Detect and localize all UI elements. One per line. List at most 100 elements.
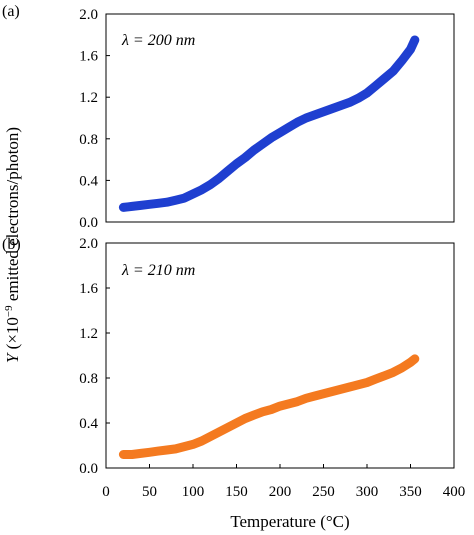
data-point bbox=[311, 111, 319, 119]
x-axis-title: Temperature (°C) bbox=[230, 512, 349, 531]
data-point bbox=[241, 154, 249, 161]
data-point bbox=[154, 447, 162, 455]
y-tick-label: 0.0 bbox=[79, 461, 98, 477]
data-point bbox=[224, 424, 232, 431]
data-point bbox=[398, 57, 406, 65]
data-point bbox=[137, 201, 145, 209]
data-point bbox=[146, 448, 153, 456]
data-point bbox=[198, 186, 206, 194]
panel-b-wavelength-annotation: λ = 210 nm bbox=[121, 262, 195, 279]
series-line bbox=[118, 35, 420, 212]
data-point bbox=[215, 428, 223, 436]
data-point bbox=[363, 379, 371, 386]
data-point bbox=[411, 355, 419, 363]
data-point bbox=[163, 446, 171, 454]
data-point bbox=[224, 167, 232, 175]
x-tick-label: 150 bbox=[225, 484, 248, 500]
data-point bbox=[320, 108, 327, 116]
data-point bbox=[276, 129, 284, 137]
data-point bbox=[411, 36, 419, 44]
data-point bbox=[128, 451, 136, 458]
data-point bbox=[337, 385, 345, 393]
data-point bbox=[302, 114, 310, 122]
panel-a-y-axis: 0.0 0.4 0.8 1.2 1.6 2.0 bbox=[79, 7, 110, 231]
data-point bbox=[233, 419, 240, 427]
data-point bbox=[276, 402, 284, 410]
panel-a-plot-frame bbox=[105, 13, 455, 223]
panel-b-x-axis: 0 50 100 150 200 250 300 350 400 bbox=[102, 464, 465, 500]
x-tick-label: 50 bbox=[142, 484, 157, 500]
x-tick-label: 300 bbox=[356, 484, 379, 500]
y-tick-label: 0.4 bbox=[79, 173, 98, 189]
data-point bbox=[389, 368, 397, 376]
data-point bbox=[180, 194, 188, 202]
data-point bbox=[337, 102, 345, 109]
data-point bbox=[285, 400, 293, 408]
data-point bbox=[241, 415, 249, 422]
data-point bbox=[233, 160, 240, 168]
data-point bbox=[163, 198, 171, 206]
y-tick-label: 0.8 bbox=[79, 371, 98, 387]
x-tick-label: 200 bbox=[269, 484, 292, 500]
y-tick-label: 2.0 bbox=[79, 236, 98, 252]
data-point bbox=[346, 98, 354, 106]
y-tick-label: 2.0 bbox=[79, 7, 98, 23]
data-point bbox=[354, 381, 362, 389]
y-tick-label: 1.6 bbox=[79, 49, 98, 65]
data-point bbox=[363, 89, 371, 97]
data-point bbox=[259, 408, 267, 416]
data-point bbox=[189, 440, 197, 448]
data-point bbox=[354, 94, 362, 102]
panel-a: (a) λ = 200 nm 0.0 0.4 0.8 1.2 1.6 2.0 bbox=[2, 3, 455, 231]
data-point bbox=[293, 398, 301, 406]
data-point bbox=[302, 394, 310, 402]
data-point bbox=[293, 118, 301, 126]
series-line bbox=[118, 354, 420, 459]
panel-b: (b) λ = 210 nm 0.0 0.4 0.8 1.2 1.6 2.0 0 50 100… bbox=[2, 236, 465, 500]
data-point bbox=[398, 364, 406, 372]
panel-b-series bbox=[118, 354, 420, 459]
panel-a-series bbox=[118, 35, 420, 212]
panel-b-label: (b) bbox=[2, 236, 21, 253]
data-point bbox=[215, 174, 223, 182]
y-axis-title: Y (×10−9 emitted electrons/photon) bbox=[3, 127, 22, 363]
data-point bbox=[154, 199, 162, 207]
y-tick-label: 0.4 bbox=[79, 416, 98, 432]
data-point bbox=[380, 75, 388, 82]
panel-b-y-axis: 0.0 0.4 0.8 1.2 1.6 2.0 bbox=[79, 236, 110, 477]
data-point bbox=[206, 181, 214, 189]
data-point bbox=[407, 45, 414, 53]
data-point bbox=[346, 383, 354, 391]
data-point bbox=[137, 449, 145, 457]
x-tick-label: 100 bbox=[182, 484, 205, 500]
data-point bbox=[328, 388, 336, 395]
data-point bbox=[311, 392, 319, 400]
x-tick-label: 350 bbox=[399, 484, 422, 500]
panel-a-wavelength-annotation: λ = 200 nm bbox=[121, 32, 195, 49]
x-tick-label: 250 bbox=[312, 484, 335, 500]
data-point bbox=[267, 406, 275, 413]
data-point bbox=[198, 437, 206, 445]
y-tick-label: 1.2 bbox=[79, 326, 98, 342]
data-point bbox=[172, 196, 180, 204]
panel-a-label: (a) bbox=[2, 3, 20, 20]
data-point bbox=[128, 202, 136, 210]
y-tick-label: 0.8 bbox=[79, 132, 98, 148]
data-point bbox=[328, 105, 336, 113]
data-point bbox=[380, 372, 388, 380]
y-tick-label: 0.0 bbox=[79, 215, 98, 231]
x-tick-label: 400 bbox=[443, 484, 466, 500]
data-point bbox=[119, 451, 127, 458]
data-point bbox=[250, 146, 258, 154]
data-point bbox=[119, 203, 127, 211]
data-point bbox=[250, 411, 258, 419]
data-point bbox=[206, 433, 214, 440]
y-tick-label: 1.2 bbox=[79, 90, 98, 106]
data-point bbox=[189, 190, 197, 198]
data-point bbox=[389, 67, 397, 75]
data-point bbox=[267, 134, 275, 142]
data-point bbox=[320, 390, 327, 398]
data-point bbox=[285, 123, 293, 131]
data-point bbox=[372, 375, 380, 383]
